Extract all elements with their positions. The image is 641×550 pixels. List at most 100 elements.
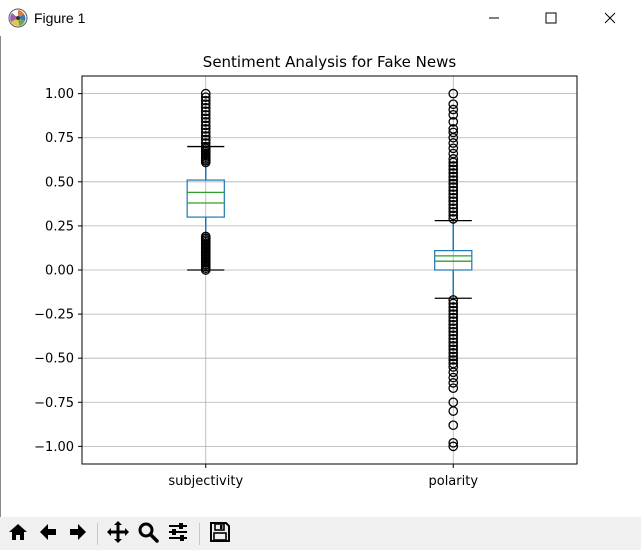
y-tick-label: 0.75 (45, 131, 74, 146)
outlier-point (448, 316, 459, 326)
y-tick-label: −0.50 (34, 352, 74, 367)
outlier-point (448, 437, 459, 448)
outlier-point (448, 203, 459, 214)
save-button[interactable] (207, 521, 233, 547)
outlier-point (448, 305, 459, 316)
back-arrow-icon (37, 521, 59, 547)
outlier-point (448, 154, 459, 164)
outlier-point (448, 406, 459, 416)
outlier-point (448, 295, 459, 305)
outlier-point (448, 344, 459, 355)
outlier-point (448, 192, 459, 203)
figure-canvas[interactable]: −1.00 −0.75 −0.50 −0.25 0.00 0.25 0.50 0.75 1.00… (0, 36, 641, 516)
maximize-button[interactable] (528, 0, 574, 36)
forward-arrow-icon (67, 521, 89, 547)
outlier-point (448, 210, 459, 221)
y-tick-label: −0.75 (34, 396, 74, 411)
y-tick-label: 1.00 (45, 87, 74, 102)
outlier-point (448, 124, 459, 134)
outlier-point (448, 164, 459, 175)
box-iqr (434, 250, 473, 271)
outlier-point (448, 372, 459, 383)
configure-subplots-button[interactable] (165, 521, 191, 547)
minimize-icon (488, 12, 500, 24)
outlier-point (448, 348, 459, 358)
outlier-point (448, 185, 459, 196)
outlier-point (448, 337, 459, 348)
outlier-point (448, 189, 459, 200)
window-title: Figure 1 (34, 10, 86, 26)
outlier-point (448, 88, 459, 99)
outlier-point (200, 102, 211, 113)
outlier-point (448, 199, 459, 210)
outlier-point (200, 88, 211, 99)
forward-button[interactable] (65, 521, 91, 547)
back-button[interactable] (35, 521, 61, 547)
maximize-icon (545, 12, 557, 24)
outlier-point (200, 134, 211, 145)
y-tick-label: −1.00 (34, 440, 74, 455)
minimize-button[interactable] (471, 0, 517, 36)
toolbar-separator (97, 523, 98, 545)
outlier-point (448, 161, 459, 171)
outlier-point (448, 298, 459, 309)
outlier-point (448, 383, 459, 394)
outlier-point (448, 196, 459, 207)
outlier-point (448, 148, 459, 159)
outlier-point (448, 302, 459, 312)
pan-button[interactable] (105, 521, 131, 547)
close-icon (604, 12, 616, 24)
outlier-point (448, 367, 459, 378)
outlier-point (448, 117, 459, 127)
close-button[interactable] (587, 0, 633, 36)
save-floppy-icon (209, 521, 231, 547)
outlier-point (448, 333, 459, 344)
outlier-point (448, 99, 459, 110)
outlier-point (448, 168, 459, 178)
outlier-point (448, 175, 459, 185)
outlier-point (448, 138, 459, 148)
x-tick-label: polarity (428, 474, 478, 489)
outlier-point (448, 312, 459, 323)
outlier-point (200, 117, 211, 127)
x-tick-label: subjectivity (168, 474, 243, 489)
box-iqr (186, 179, 225, 218)
outlier-point (448, 351, 459, 362)
outlier-point (448, 178, 459, 189)
outlier-point (448, 330, 459, 341)
pan-move-icon (106, 520, 130, 548)
outlier-point (200, 231, 211, 242)
outlier-point (200, 131, 211, 141)
home-icon (7, 521, 29, 547)
outlier-point (448, 362, 459, 372)
outlier-point (448, 323, 459, 334)
home-button[interactable] (5, 521, 31, 547)
outlier-point (200, 95, 211, 106)
outlier-point (448, 319, 459, 330)
outlier-point (448, 378, 459, 388)
outlier-point (200, 106, 211, 117)
outlier-point (448, 420, 459, 431)
outlier-point (448, 109, 459, 120)
outlier-point (200, 109, 211, 120)
outlier-point (448, 171, 459, 182)
outlier-point (200, 99, 211, 110)
outlier-point (448, 355, 459, 365)
outlier-point (448, 182, 459, 192)
outlier-point (448, 214, 459, 224)
outlier-point (200, 120, 211, 131)
y-tick-label: −0.25 (34, 308, 74, 323)
outlier-point (448, 206, 459, 217)
outlier-point (448, 143, 459, 154)
zoom-button[interactable] (135, 521, 161, 547)
outlier-point (448, 309, 459, 319)
title-bar[interactable]: Figure 1 (0, 0, 641, 36)
zoom-magnifier-icon (137, 521, 159, 547)
box-plot-chart: −1.00 −0.75 −0.50 −0.25 0.00 0.25 0.50 0.75 1.00… (34, 53, 578, 489)
outlier-point (448, 441, 459, 452)
outlier-point (448, 326, 459, 337)
outlier-point (448, 340, 459, 351)
window-border (0, 0, 1, 550)
configure-subplots-icon (167, 521, 189, 547)
